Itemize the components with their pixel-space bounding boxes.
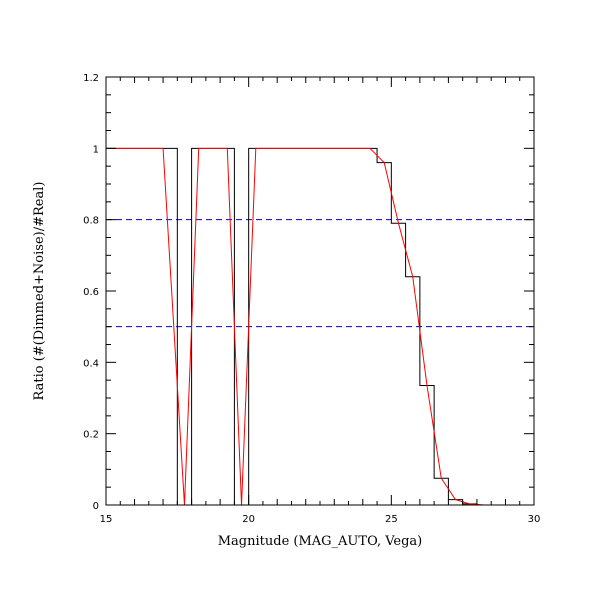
y-axis-title: Ratio (#(Dimmed+Noise)/#Real) — [32, 182, 47, 401]
x-axis-title: Magnitude (MAG_AUTO, Vega) — [218, 534, 423, 549]
y-tick-label: 1.2 — [83, 73, 99, 84]
y-tick-label: 0.4 — [83, 358, 99, 369]
x-tick-label: 15 — [100, 514, 113, 525]
y-tick-label: 0 — [93, 501, 99, 512]
axes-layer: 15 20 25 30 0 0.2 0.4 0.6 0.8 1 1.2 — [83, 73, 540, 525]
red-line-series — [106, 147, 527, 506]
y-tick-label: 1 — [93, 144, 99, 155]
x-tick-label: 30 — [528, 514, 541, 525]
y-tick-label: 0.8 — [83, 216, 99, 227]
y-tick-label: 0.6 — [83, 287, 99, 298]
x-tick-label: 20 — [242, 514, 255, 525]
y-tick-label: 0.2 — [83, 430, 99, 441]
x-tick-label: 25 — [385, 514, 398, 525]
